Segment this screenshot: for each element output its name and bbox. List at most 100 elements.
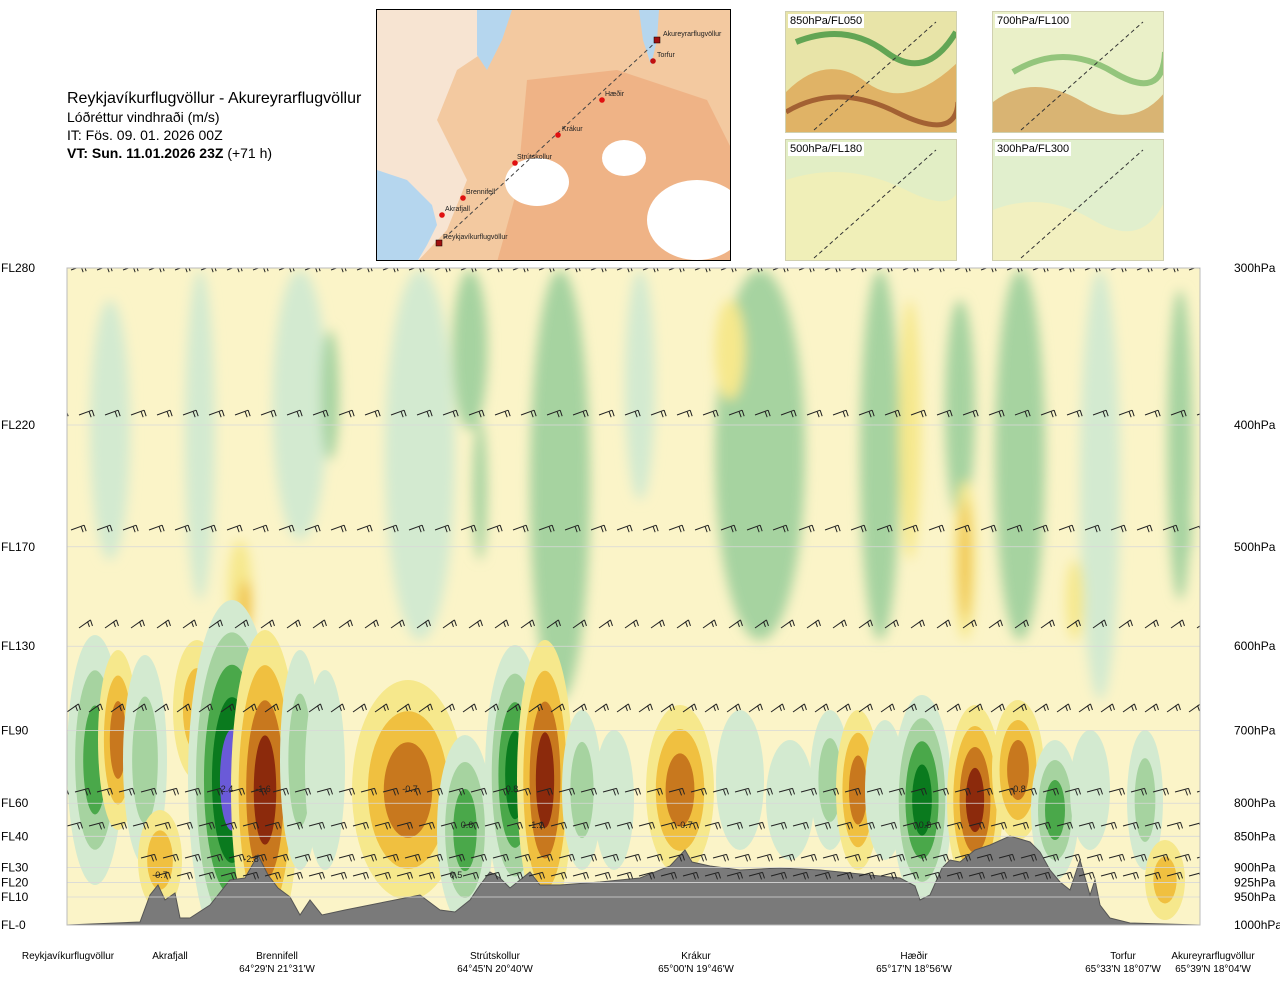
wind-barb-feather	[481, 789, 484, 796]
wind-barb-feather	[360, 705, 364, 712]
wind-barb-feather	[894, 411, 898, 418]
wind-barb-feather	[396, 854, 399, 861]
hpa-tick-label: 850hPa	[1234, 829, 1276, 843]
wind-barb	[234, 619, 247, 629]
wind-barb	[286, 871, 301, 877]
station-coord: 64°45'N 20°40'W	[457, 964, 533, 975]
wind-barb-feather	[1042, 526, 1046, 533]
wind-barb	[1196, 625, 1200, 629]
wind-barb-feather	[785, 525, 789, 532]
wind-barb-feather	[960, 822, 963, 829]
wind-barb-feather	[407, 823, 410, 830]
wind-barb-feather	[344, 822, 347, 829]
wind-barb-feather	[210, 526, 214, 533]
wind-barb-feather	[1114, 822, 1117, 829]
wind-barb-feather	[918, 621, 922, 628]
wind-barb-feather	[1095, 268, 1098, 273]
wind-barb-feather	[975, 410, 979, 417]
wind-barb	[528, 821, 543, 827]
wind-barb-feather	[385, 873, 388, 880]
wind-barb	[1144, 821, 1159, 827]
wind-barb	[642, 524, 657, 531]
wind-barb-feather	[718, 872, 721, 879]
wind-barb	[936, 619, 949, 629]
wind-barb	[45, 822, 59, 826]
wind-barb-feather	[889, 525, 893, 532]
wind-barb	[1188, 822, 1200, 827]
field-band	[995, 270, 1045, 640]
value-label: -0.7	[152, 870, 168, 880]
wind-barb	[734, 853, 749, 859]
wind-barb	[902, 268, 910, 271]
wind-barb-feather	[176, 854, 179, 861]
wind-barb-feather	[916, 822, 919, 829]
wind-barb	[1034, 871, 1049, 877]
wind-barb-feather	[660, 788, 663, 795]
wind-barb-feather	[693, 823, 696, 830]
wind-barb-feather	[880, 854, 883, 861]
wind-barb-feather	[195, 855, 198, 862]
wind-barb	[990, 871, 1005, 877]
wind-barb	[798, 524, 813, 531]
wind-barb-feather	[1233, 412, 1235, 418]
wind-barb-feather	[382, 705, 386, 712]
wind-barb-feather	[965, 855, 968, 862]
wind-barb	[440, 821, 455, 827]
wind-barb-feather	[437, 789, 440, 796]
wind-barb	[330, 821, 345, 827]
wind-barb	[78, 409, 93, 416]
wind-barb-feather	[954, 705, 958, 712]
wind-barb-feather	[737, 873, 740, 880]
wind-barb	[824, 268, 832, 271]
wind-barb	[538, 524, 553, 531]
wind-barb	[876, 268, 884, 271]
wind-barb	[580, 787, 595, 793]
wind-barb	[374, 821, 389, 827]
wind-barb-feather	[242, 621, 246, 628]
wind-barb-feather	[61, 621, 63, 627]
wind-barb-feather	[286, 788, 289, 795]
wind-barb-feather	[322, 411, 326, 418]
wind-barb-feather	[847, 823, 850, 830]
wind-barb-feather	[671, 703, 675, 711]
wind-barb	[624, 409, 639, 416]
wind-barb	[880, 703, 893, 713]
wind-barb-feather	[495, 703, 499, 711]
wind-barb-feather	[943, 855, 946, 862]
wind-barb	[806, 619, 819, 629]
wind-barb-feather	[245, 619, 249, 627]
wind-barb-feather	[973, 619, 977, 627]
wind-barb-feather	[1181, 619, 1185, 627]
wind-barb-feather	[375, 619, 379, 627]
wind-barb	[616, 268, 624, 271]
wind-barb	[352, 871, 367, 877]
wind-barb-feather	[569, 855, 572, 862]
wind-barb-feather	[960, 872, 963, 879]
wind-barb-feather	[1069, 268, 1072, 273]
wind-barb	[220, 821, 235, 827]
wind-barb-feather	[663, 410, 667, 417]
wind-barb	[682, 703, 695, 713]
wind-barb-feather	[415, 855, 418, 862]
wind-barb	[104, 409, 119, 416]
wind-barb-feather	[484, 854, 487, 861]
wind-barb	[550, 703, 563, 713]
wind-barb-feather	[473, 703, 477, 711]
wind-barb	[690, 787, 705, 793]
wind-barb-feather	[891, 823, 894, 830]
wind-barb-feather	[877, 855, 880, 862]
wind-barb-feather	[352, 854, 355, 861]
wind-barb-feather	[351, 410, 355, 417]
wind-barb-feather	[1236, 410, 1238, 416]
wind-barb-feather	[239, 789, 242, 796]
map-label-haedir: Hæðir	[605, 90, 625, 98]
wind-barb-feather	[932, 705, 936, 712]
wind-barb-feather	[583, 823, 586, 830]
wind-barb	[932, 853, 947, 859]
wind-barb-feather	[168, 872, 171, 879]
wind-barb-feather	[102, 822, 105, 829]
wind-barb-feather	[765, 619, 769, 627]
wind-barb	[598, 619, 611, 629]
wind-barb-feather	[1130, 705, 1134, 712]
wind-barb-feather	[374, 411, 378, 418]
